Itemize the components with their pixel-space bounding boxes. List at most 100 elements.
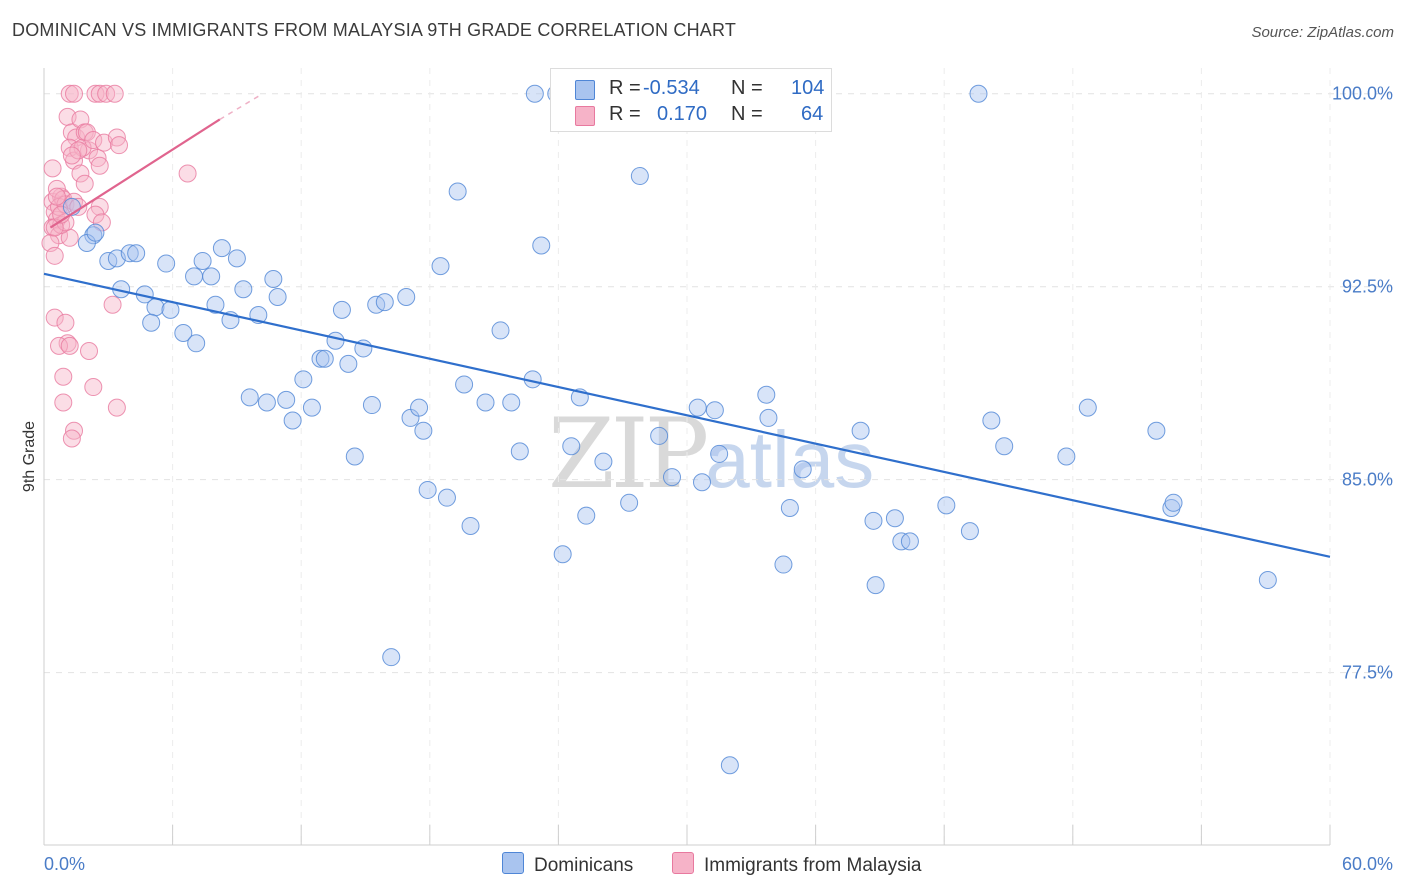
dominican-point	[437, 488, 456, 507]
dominican-point	[1164, 493, 1183, 512]
dominican-point	[502, 393, 521, 412]
dominican-points	[62, 84, 1277, 775]
malaysia-point	[62, 146, 81, 165]
dominican-point	[362, 396, 381, 415]
dominican-point	[693, 473, 712, 492]
bottom-legend-dominicans: Dominicans	[502, 852, 633, 877]
dominican-point	[553, 545, 572, 564]
bottom-legend-swatch-malaysia	[672, 852, 694, 874]
dominican-point	[257, 393, 276, 412]
dominican-point	[397, 287, 416, 306]
legend-r-label: R =	[609, 77, 641, 99]
dominican-point	[491, 321, 510, 340]
dominican-point	[982, 411, 1001, 430]
x-tick-label: 0.0%	[44, 854, 85, 874]
legend-n-value: 104	[791, 77, 825, 99]
dominican-point	[851, 421, 870, 440]
malaysia-point	[107, 398, 126, 417]
dominican-point	[174, 324, 193, 343]
dominican-point	[650, 426, 669, 445]
y-axis-label: 9th Grade	[21, 421, 38, 492]
malaysia-point	[107, 128, 126, 147]
dominican-point	[315, 349, 334, 368]
dominican-point	[448, 182, 467, 201]
dominican-point	[995, 437, 1014, 456]
malaysia-trend-line	[49, 118, 221, 229]
legend-n-label: N =	[731, 77, 763, 99]
bottom-legend-label: Dominicans	[534, 855, 634, 876]
dominican-point	[142, 313, 161, 332]
dominican-point	[277, 390, 296, 409]
dominican-point	[620, 493, 639, 512]
malaysia-point	[45, 308, 64, 327]
dominican-point	[375, 293, 394, 312]
source-credit: Source: ZipAtlas.com	[1251, 24, 1394, 41]
y-tick-label: 77.5%	[1342, 663, 1393, 683]
malaysia-point	[65, 84, 84, 103]
dominican-point	[864, 511, 883, 530]
legend-r-value: 0.170	[657, 103, 708, 125]
malaysia-point	[178, 164, 197, 183]
dominican-point	[476, 393, 495, 412]
x-tick-label: 60.0%	[1342, 854, 1393, 874]
dominican-point	[705, 401, 724, 420]
malaysia-point	[88, 149, 107, 168]
dominican-point	[461, 516, 480, 535]
dominican-point	[1057, 447, 1076, 466]
dominican-point	[302, 398, 321, 417]
dominican-point	[294, 370, 313, 389]
dominican-point	[157, 254, 176, 273]
dominican-point	[562, 437, 581, 456]
malaysia-point	[65, 421, 84, 440]
bottom-legend-label: Immigrants from Malaysia	[704, 855, 922, 876]
dominican-point	[780, 498, 799, 517]
dominican-point	[774, 555, 793, 574]
dominican-point	[900, 532, 919, 551]
dominican-point	[455, 375, 474, 394]
malaysia-point	[75, 174, 94, 193]
dominican-point	[187, 334, 206, 353]
dominican-point	[264, 269, 283, 288]
dominican-point	[720, 756, 739, 775]
dominican-point	[193, 251, 212, 270]
dominican-point	[688, 398, 707, 417]
dominican-point	[630, 167, 649, 186]
legend-swatch-malaysia	[575, 106, 595, 126]
chart-title: DOMINICAN VS IMMIGRANTS FROM MALAYSIA 9T…	[12, 20, 737, 40]
dominican-point	[345, 447, 364, 466]
malaysia-point	[45, 246, 64, 265]
dominican-point	[382, 648, 401, 667]
dominican-point	[283, 411, 302, 430]
dominican-point	[1258, 570, 1277, 589]
dominican-point	[757, 385, 776, 404]
malaysia-point	[86, 205, 105, 224]
dominican-point	[268, 287, 287, 306]
dominican-point	[86, 223, 105, 242]
dominican-point	[227, 249, 246, 268]
malaysia-point	[105, 84, 124, 103]
dominican-point	[185, 267, 204, 286]
malaysia-point	[86, 84, 105, 103]
bottom-legend-malaysia: Immigrants from Malaysia	[672, 852, 922, 877]
malaysia-point	[80, 342, 99, 361]
dominican-point	[885, 509, 904, 528]
dominican-point	[120, 244, 139, 263]
malaysia-point	[60, 336, 79, 355]
watermark-atlas: atlas	[705, 415, 875, 504]
dominicans-trend-line	[43, 272, 1331, 558]
dominican-point	[127, 244, 146, 263]
dominican-point	[414, 421, 433, 440]
dominican-point	[793, 460, 812, 479]
dominican-point	[339, 354, 358, 373]
malaysia-point	[62, 429, 81, 448]
y-tick-label: 85.0%	[1342, 470, 1393, 490]
malaysia-point	[103, 295, 122, 314]
dominican-point	[206, 295, 225, 314]
dominican-point	[510, 442, 529, 461]
y-tick-label: 92.5%	[1342, 277, 1393, 297]
legend-n-label: N =	[731, 103, 763, 125]
correlation-legend: R = -0.534 N = 104 R = 0.170 N = 64	[550, 68, 832, 132]
malaysia-point	[54, 367, 73, 386]
dominican-point	[146, 298, 165, 317]
